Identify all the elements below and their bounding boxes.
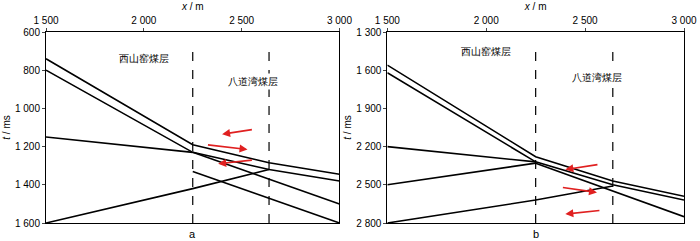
svg-text:2 500: 2 500 <box>229 15 254 26</box>
svg-text:3 000: 3 000 <box>671 15 696 26</box>
svg-text:1 500: 1 500 <box>375 15 400 26</box>
svg-text:3 000: 3 000 <box>327 15 352 26</box>
svg-text:西山窑煤层: 西山窑煤层 <box>461 46 511 57</box>
svg-text:b: b <box>533 228 539 240</box>
svg-text:2 000: 2 000 <box>474 15 499 26</box>
svg-text:800: 800 <box>23 65 40 76</box>
svg-text:600: 600 <box>23 27 40 38</box>
svg-text:八道湾煤层: 八道湾煤层 <box>228 76 278 87</box>
svg-text:2 200: 2 200 <box>356 141 381 152</box>
svg-text:1 600: 1 600 <box>356 65 381 76</box>
svg-text:t / ms: t / ms <box>342 115 353 139</box>
svg-text:1 000: 1 000 <box>15 103 40 114</box>
svg-text:1 400: 1 400 <box>15 179 40 190</box>
svg-text:西山窑煤层: 西山窑煤层 <box>119 53 169 64</box>
svg-text:2 500: 2 500 <box>573 15 598 26</box>
svg-text:x / m: x / m <box>181 1 204 12</box>
svg-text:1 500: 1 500 <box>33 15 58 26</box>
svg-text:1 900: 1 900 <box>356 103 381 114</box>
svg-text:t / ms: t / ms <box>1 115 12 139</box>
svg-text:x / m: x / m <box>524 1 547 12</box>
svg-text:a: a <box>189 228 196 240</box>
svg-text:1 200: 1 200 <box>15 141 40 152</box>
svg-text:2 000: 2 000 <box>131 15 156 26</box>
svg-text:2 500: 2 500 <box>356 179 381 190</box>
svg-text:1 600: 1 600 <box>15 218 40 229</box>
svg-text:八道湾煤层: 八道湾煤层 <box>572 72 622 83</box>
svg-text:1 300: 1 300 <box>356 27 381 38</box>
svg-text:2 800: 2 800 <box>356 218 381 229</box>
